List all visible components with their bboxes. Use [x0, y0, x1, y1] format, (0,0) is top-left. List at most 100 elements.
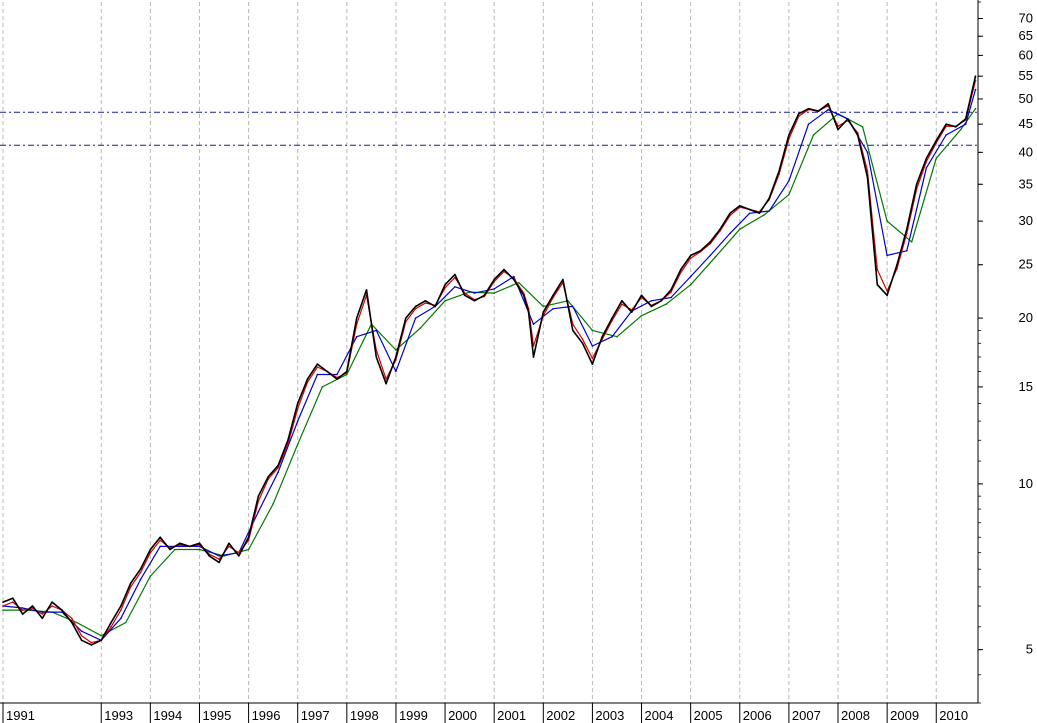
series-4-point-28	[689, 283, 692, 286]
series-1-point-92	[896, 263, 898, 266]
series-2-point-2	[21, 609, 24, 611]
series-3-point-7	[139, 578, 142, 581]
series-1-point-25	[247, 536, 250, 538]
series-1-point-1	[12, 597, 14, 599]
series-1-point-0	[2, 601, 4, 603]
series-1-point-13	[129, 582, 132, 584]
series-1-point-14	[139, 568, 142, 570]
series-1-point-18	[179, 542, 181, 545]
series-1-point-64	[621, 300, 623, 302]
series-4-point-18	[444, 300, 446, 302]
series-2-point-11	[110, 626, 112, 628]
x-tick-label-1993: 1993	[104, 708, 133, 723]
series-3-point-21	[414, 317, 417, 319]
series-3-point-30	[591, 345, 594, 347]
y-tick-label-70: 70	[1019, 10, 1033, 25]
series-3-point-48	[945, 134, 947, 136]
series-1-point-56	[542, 311, 545, 314]
series-2-point-15	[149, 551, 152, 554]
series-2-point-89	[866, 170, 869, 172]
series-1-point-87	[847, 118, 849, 120]
x-tick-label-2003: 2003	[595, 708, 624, 723]
series-4-point-38	[935, 157, 937, 160]
series-1-point-30	[296, 402, 299, 405]
series-1-point-48	[473, 300, 476, 302]
series-1-point-49	[483, 294, 486, 297]
y-tick-label-65: 65	[1019, 28, 1033, 43]
series-1-point-44	[434, 305, 437, 308]
y-tick-label-5: 5	[1026, 642, 1033, 657]
series-3-point-14	[277, 471, 279, 474]
series-1-point-33	[326, 370, 329, 373]
series-3-point-49	[964, 123, 967, 125]
series-3-point-24	[473, 292, 476, 294]
series-1-point-34	[336, 378, 338, 380]
series-2-point-60	[581, 338, 584, 341]
series-4-point-5	[125, 621, 127, 624]
series-1-point-79	[768, 197, 770, 200]
x-tick-label-2010: 2010	[939, 708, 968, 723]
series-2-point-0	[2, 605, 4, 607]
series-4-point-8	[198, 548, 201, 551]
series-4-point-33	[812, 134, 815, 136]
series-3-point-1	[21, 607, 24, 609]
series-1-point-17	[169, 548, 171, 551]
series-1-point-35	[346, 370, 348, 373]
series-1-point-89	[866, 176, 869, 179]
series-1-point-16	[159, 536, 161, 538]
series-2-point-1	[12, 601, 14, 603]
y-tick-label-15: 15	[1019, 379, 1033, 394]
series-1-point-40	[395, 356, 397, 358]
series-2-point-16	[159, 539, 161, 541]
series-4-point-11	[272, 503, 275, 505]
series-1-point-77	[748, 208, 751, 211]
series-1-point-9	[90, 644, 93, 646]
series-2-point-91	[886, 290, 888, 292]
series-1-point-22	[218, 561, 220, 564]
series-2-point-4	[41, 613, 44, 615]
y-tick-label-20: 20	[1019, 310, 1033, 325]
series-4-point-7	[174, 548, 176, 551]
series-2-point-69	[670, 291, 672, 293]
series-1-point-99	[964, 118, 967, 120]
series-3-point-20	[395, 370, 397, 373]
series-4-point-22	[542, 305, 545, 308]
series-3-point-2	[41, 611, 44, 613]
x-tick-label-2006: 2006	[743, 708, 772, 723]
series-4-point-4	[100, 634, 102, 637]
x-tick-label-2004: 2004	[645, 708, 674, 723]
series-1-point-12	[120, 605, 122, 607]
series-1-point-61	[591, 363, 594, 365]
series-1-point-8	[80, 639, 83, 642]
series-4-point-10	[247, 548, 250, 551]
series-2-point-22	[218, 558, 220, 560]
series-4-point-39	[960, 128, 962, 131]
y-tick-label-45: 45	[1019, 116, 1033, 131]
series-4-point-35	[861, 126, 864, 128]
series-3-point-50	[974, 88, 977, 91]
series-1-point-58	[562, 278, 564, 281]
series-2-point-12	[120, 609, 122, 611]
series-3-point-42	[827, 108, 829, 111]
series-1-point-55	[532, 356, 535, 358]
x-tick-label-2005: 2005	[694, 708, 723, 723]
series-4-point-6	[149, 575, 152, 577]
x-tick-label-1996: 1996	[252, 708, 281, 723]
x-tick-label-2009: 2009	[890, 708, 919, 723]
y-tick-label-60: 60	[1019, 47, 1033, 62]
series-3-point-27	[532, 323, 535, 326]
series-1-point-97	[945, 123, 947, 125]
y-tick-label-50: 50	[1019, 91, 1033, 106]
series-3-point-26	[513, 275, 515, 278]
series-4-point-27	[665, 303, 667, 306]
series-3-point-18	[355, 335, 358, 338]
series-3-point-33	[650, 300, 653, 302]
series-4-point-36	[886, 220, 888, 222]
series-1-point-68	[660, 300, 662, 302]
series-1-point-26	[257, 495, 260, 497]
series-1-point-5	[51, 601, 53, 603]
series-3-point-41	[807, 123, 810, 125]
series-1-point-74	[719, 228, 721, 230]
series-1-point-39	[385, 382, 387, 385]
